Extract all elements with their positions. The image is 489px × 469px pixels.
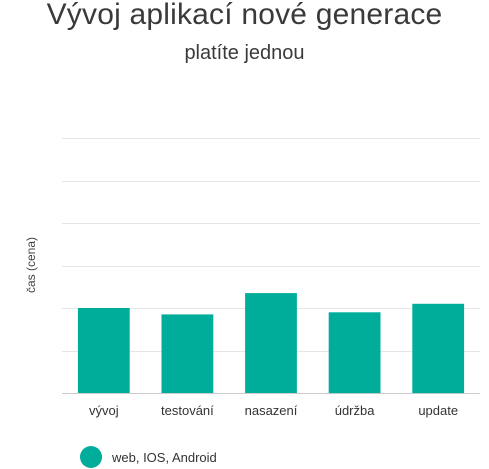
x-tick-label: vývoj: [89, 403, 119, 418]
legend-label: web, IOS, Android: [112, 449, 217, 465]
chart-subtitle: platíte jednou: [184, 42, 305, 64]
legend-swatch: [80, 446, 102, 468]
x-tick-label: testování: [161, 403, 214, 418]
legend: web, IOS, Android: [80, 446, 217, 468]
bar-3: [328, 312, 381, 394]
bar-2: [245, 293, 297, 393]
bar-0: [77, 308, 130, 393]
bar-4: [412, 303, 465, 394]
bar-1: [161, 314, 214, 393]
x-tick-label: update: [418, 403, 458, 418]
x-tick-label: nasazení: [245, 403, 298, 418]
chart-title: Vývoj aplikací nové generace: [46, 0, 443, 31]
x-tick-label: údržba: [335, 403, 376, 418]
